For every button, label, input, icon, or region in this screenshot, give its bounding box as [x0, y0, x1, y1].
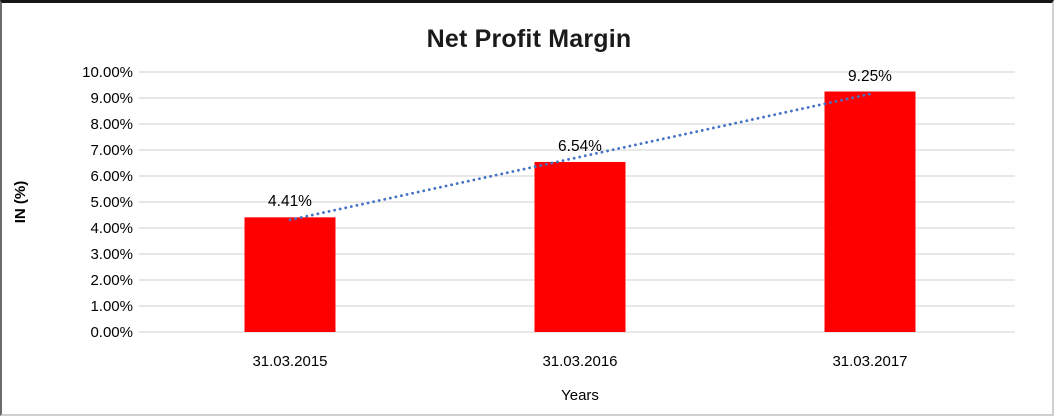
plot-area [139, 71, 1015, 333]
chart-title: Net Profit Margin [426, 25, 632, 53]
trendline [288, 92, 872, 222]
x-axis-title: Years [561, 387, 599, 404]
y-axis-title-text: IN (%) [12, 180, 29, 224]
y-tick-label: 0.00% [90, 323, 133, 341]
x-tick-label: 31.03.2016 [542, 353, 618, 370]
bar [534, 161, 626, 332]
bar-data-label: 4.41% [268, 193, 312, 211]
bar-data-label: 6.54% [558, 137, 602, 155]
bar-data-label: 9.25% [848, 67, 892, 85]
bar [244, 217, 336, 332]
y-tick-label: 7.00% [90, 141, 133, 159]
y-tick-label: 8.00% [90, 115, 133, 133]
y-tick-label: 5.00% [90, 193, 133, 211]
bar [824, 91, 916, 332]
y-tick-label: 6.00% [90, 167, 133, 185]
y-tick-label: 4.00% [90, 219, 133, 237]
x-tick-label: 31.03.2017 [832, 353, 908, 370]
y-tick-label: 3.00% [90, 245, 133, 263]
y-tick-label: 2.00% [90, 271, 133, 289]
y-tick-label: 9.00% [90, 89, 133, 107]
x-tick-label: 31.03.2015 [252, 353, 328, 370]
y-tick-label: 10.00% [82, 63, 133, 81]
y-tick-label: 1.00% [90, 297, 133, 315]
